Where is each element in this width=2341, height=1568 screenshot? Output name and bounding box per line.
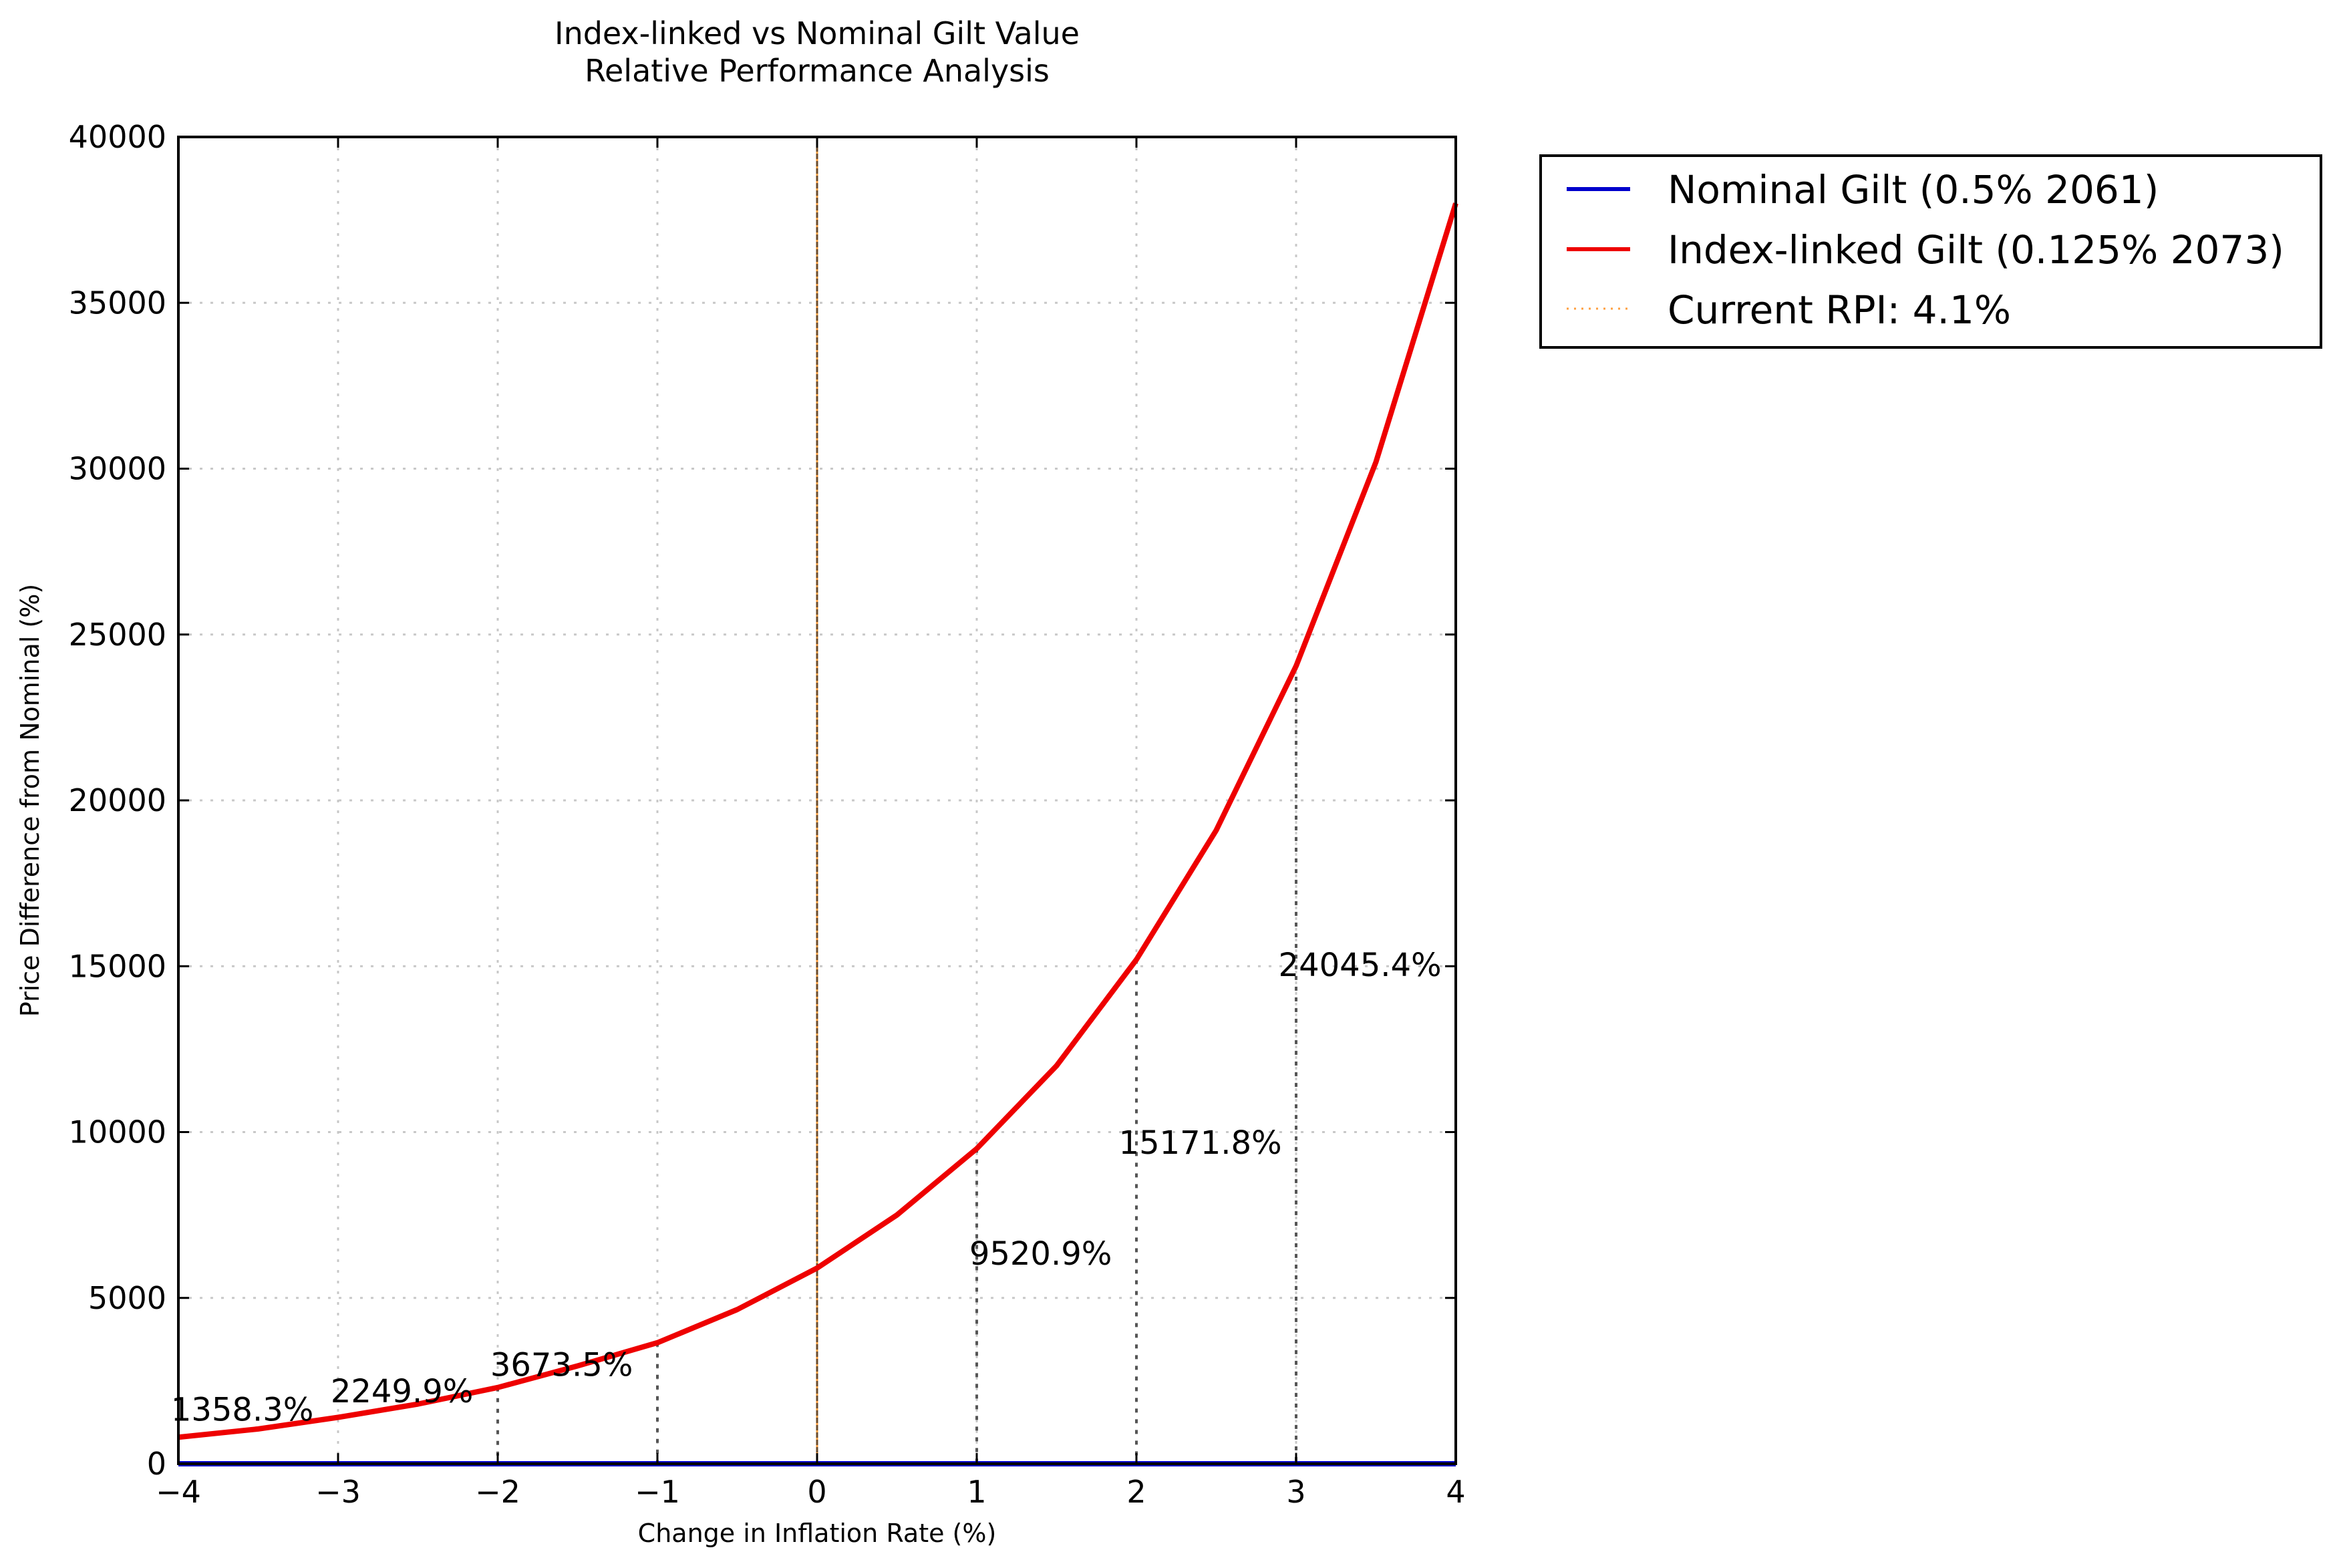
guide-lines <box>496 665 1297 1464</box>
x-tick-label: 2 <box>1126 1474 1146 1510</box>
x-axis-label: Change in Inflation Rate (%) <box>638 1519 997 1548</box>
x-tick-label: 1 <box>967 1474 986 1510</box>
annotation-label: 24045.4% <box>1279 947 1442 984</box>
y-tick-label: 5000 <box>88 1280 166 1316</box>
y-tick-label: 30000 <box>69 451 166 487</box>
y-tick-label: 25000 <box>69 617 166 653</box>
x-tick-label: −2 <box>475 1474 520 1510</box>
x-tick-label: −1 <box>635 1474 680 1510</box>
y-tick-label: 0 <box>147 1446 166 1482</box>
index-linked-gilt-line <box>178 202 1458 1440</box>
legend-label-current-rpi: Current RPI: 4.1% <box>1668 287 2011 333</box>
x-tick-label: 0 <box>807 1474 826 1510</box>
annotation-label: 1358.3% <box>171 1391 314 1428</box>
legend: Nominal Gilt (0.5% 2061) Index-linked Gi… <box>1539 154 2322 349</box>
x-tick-label: 3 <box>1286 1474 1305 1510</box>
chart-title: Index-linked vs Nominal Gilt Value <box>555 15 1080 51</box>
axis-ticks: −4 −3 −2 −1 0 1 2 3 4 0 5000 10000 15000 20000 25000 30… <box>69 119 1466 1510</box>
x-tick-label: −4 <box>156 1474 201 1510</box>
series-lines <box>178 137 1458 1466</box>
chart-subtitle: Relative Performance Analysis <box>585 53 1050 89</box>
y-tick-label: 10000 <box>69 1114 166 1150</box>
y-tick-label: 40000 <box>69 119 166 155</box>
annotation-label: 15171.8% <box>1119 1124 1282 1162</box>
y-tick-label: 15000 <box>69 948 166 984</box>
y-axis-label: Price Difference from Nominal (%) <box>15 584 45 1017</box>
annotations: 1358.3% 2249.9% 3673.5% 9520.9% 15171.8% 2404… <box>171 947 1442 1428</box>
annotation-label: 9520.9% <box>969 1235 1112 1273</box>
legend-label-index-linked: Index-linked Gilt (0.125% 2073) <box>1668 227 2284 273</box>
annotation-label: 2249.9% <box>331 1373 474 1410</box>
x-tick-label: 4 <box>1446 1474 1465 1510</box>
annotation-label: 3673.5% <box>490 1346 633 1384</box>
legend-label-nominal: Nominal Gilt (0.5% 2061) <box>1668 167 2159 212</box>
y-tick-label: 20000 <box>69 782 166 818</box>
legend-box <box>1539 154 2322 349</box>
y-tick-label: 35000 <box>69 285 166 321</box>
x-tick-label: −3 <box>315 1474 361 1510</box>
